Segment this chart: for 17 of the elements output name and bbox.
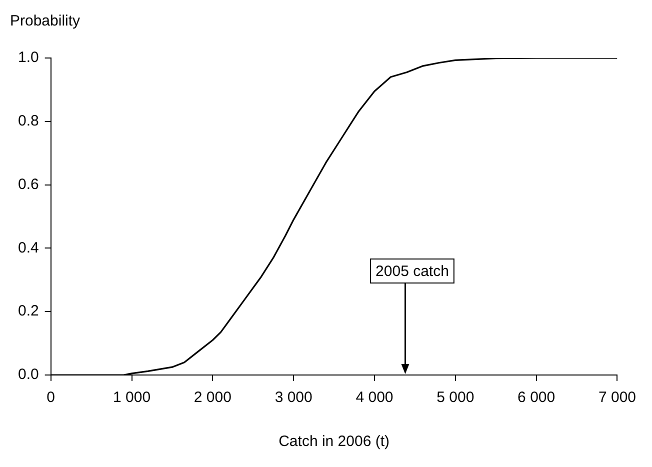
y-tick-label: 0.8 (18, 112, 39, 130)
x-tick-label: 4 000 (356, 389, 394, 406)
x-axis-title: Catch in 2006 (t) (278, 433, 390, 450)
y-tick-label: 0.2 (18, 302, 39, 320)
y-tick-label: 1.0 (18, 49, 39, 66)
x-tick-label: 2 000 (194, 389, 232, 406)
y-tick-label: 0.6 (18, 176, 39, 193)
x-tick-label: 7 000 (598, 389, 636, 406)
x-tick-label: 0 (46, 389, 56, 406)
y-tick-label: 0.0 (18, 366, 39, 384)
annotation: 2005 catch (376, 263, 449, 280)
x-tick-label: 5 000 (436, 389, 474, 406)
x-tick-label: 3 000 (274, 389, 312, 406)
y-axis-title: Probability (10, 12, 81, 30)
x-tick-label: 1 000 (112, 389, 151, 406)
x-tick-label: 6 000 (518, 389, 556, 406)
y-tick-label: 0.4 (18, 239, 39, 256)
